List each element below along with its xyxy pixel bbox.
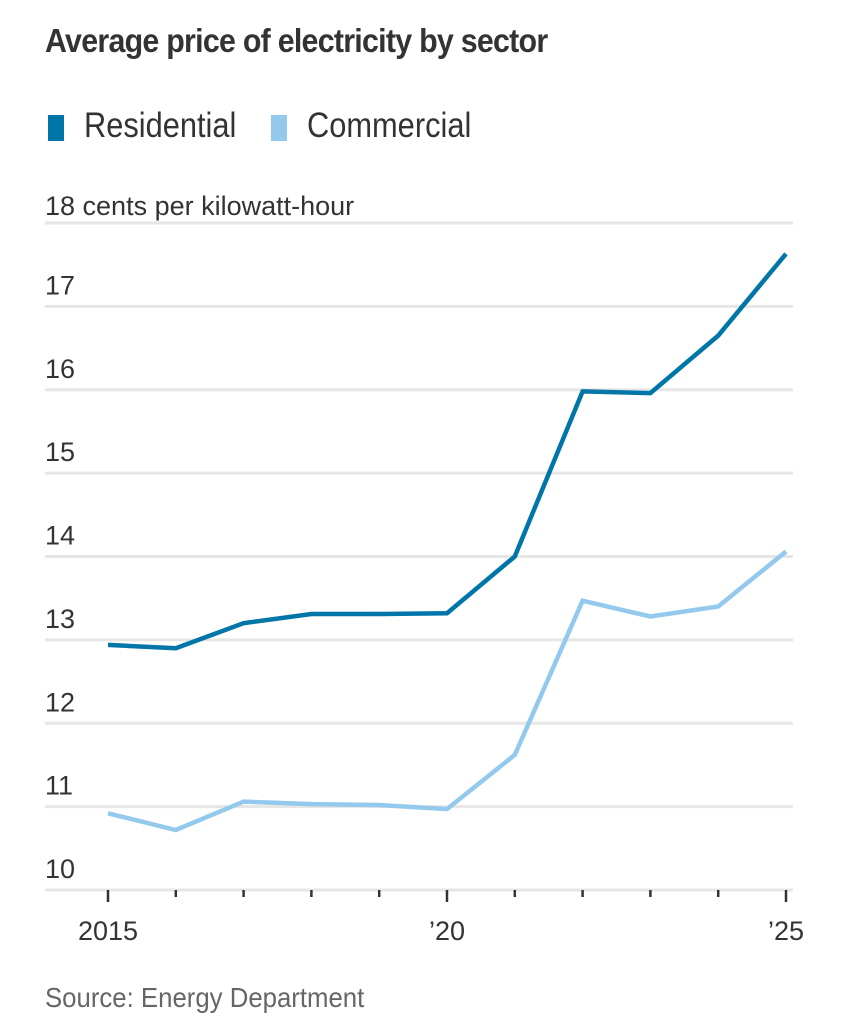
y-axis-labels: 18 cents per kilowatt-hour 10 11 12 13 14 15 1… (45, 191, 354, 884)
legend-item-residential: Residential (48, 106, 257, 146)
legend: Residential Commercial (48, 106, 522, 146)
legend-swatch-residential (48, 115, 64, 141)
y-axis-unit-label: 18 cents per kilowatt-hour (45, 191, 354, 221)
y-tick-label-15: 15 (45, 437, 75, 467)
y-tick-label-12: 12 (45, 687, 75, 717)
series-lines (107, 252, 788, 833)
y-tick-label-10: 10 (45, 854, 75, 884)
legend-label-commercial: Commercial (307, 106, 472, 145)
x-tick-label-2025: ’25 (768, 916, 804, 946)
legend-label-residential: Residential (84, 106, 237, 145)
x-tick-label-2015: 2015 (78, 916, 138, 946)
legend-item-commercial: Commercial (271, 106, 494, 146)
chart-title: Average price of electricity by sector (45, 22, 548, 59)
y-tick-label-14: 14 (45, 521, 75, 551)
source-note: Source: Energy Department (45, 982, 365, 1013)
x-axis: 2015 ’20 ’25 (78, 890, 804, 946)
series-line-residential (107, 252, 788, 651)
y-tick-label-13: 13 (45, 604, 75, 634)
y-tick-label-11: 11 (45, 771, 73, 801)
y-tick-label-17: 17 (45, 270, 75, 300)
y-tick-label-16: 16 (45, 354, 75, 384)
legend-swatch-commercial (271, 115, 288, 141)
series-line-commercial (107, 549, 788, 833)
x-tick-label-2020: ’20 (429, 916, 465, 946)
gridlines (45, 221, 793, 892)
